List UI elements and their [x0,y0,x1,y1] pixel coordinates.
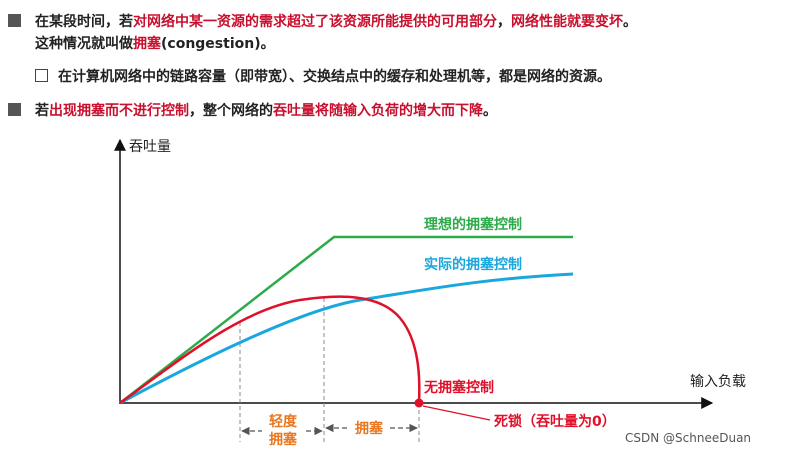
bullet-throughput-drop: 若出现拥塞而不进行控制，整个网络的吞吐量将随输入负荷的增大而下降。 [8,101,497,121]
bullet-highlight: 出现拥塞而不进行控制 [49,103,189,119]
bullet-highlight: 网络性能就要变坏 [511,14,623,30]
light-congestion-label-bg [262,412,304,452]
none-curve-label: 无拥塞控制 [423,379,494,396]
y-axis-label: 吞吐量 [129,139,171,155]
bullet-highlight: 拥塞 [133,36,161,52]
ideal-congestion-control-curve [119,235,573,404]
csdn-watermark: CSDN @SchneeDuan [625,431,751,445]
bullet-highlight: 吞吐量将随输入负荷的增大而下降 [273,103,483,119]
square-bullet-icon [8,14,21,27]
bullet-highlight: 对网络中某一资源的需求超过了该资源所能提供的可用部分 [133,14,497,30]
light-congestion-label-line2: 拥塞 [269,431,298,448]
ideal-curve-label: 理想的拥塞控制 [424,216,522,233]
congestion-region-label: 拥塞 [355,420,384,437]
actual-congestion-control-curve [119,272,574,405]
bullet-text: ，整个网络的 [189,103,273,119]
deadlock-label: 死锁（吞吐量为0） [493,413,616,430]
bullet-text: 在某段时间，若 [35,14,133,30]
bullet-congestion-definition-line2: 这种情况就叫做拥塞(congestion)。 [8,34,275,54]
bullet-text: 。 [483,103,497,119]
bullet-text: 。 [623,14,637,30]
deadlock-pointer-line [422,405,491,421]
bullet-text: 若 [35,103,49,119]
light-congestion-label-line1: 轻度 [269,413,298,430]
congestion-label-bg [350,418,388,438]
no-congestion-control-curve [119,295,421,405]
x-axis-label: 输入负载 [690,374,746,390]
hollow-square-bullet-icon [35,69,48,82]
deadlock-point [414,398,424,408]
sub-bullet-network-resources: 在计算机网络中的链路容量（即带宽）、交换结点中的缓存和处理机等，都是网络的资源。 [35,67,611,87]
bullet-text: ， [497,14,511,30]
bullet-text: (congestion)。 [161,36,275,52]
bullet-congestion-definition: 在某段时间，若对网络中某一资源的需求超过了该资源所能提供的可用部分，网络性能就要… [8,12,637,32]
actual-curve-label: 实际的拥塞控制 [424,256,522,273]
bullet-text: 这种情况就叫做 [35,36,133,52]
square-bullet-icon [8,103,21,116]
bullet-text: 在计算机网络中的链路容量（即带宽）、交换结点中的缓存和处理机等，都是网络的资源。 [58,69,611,85]
